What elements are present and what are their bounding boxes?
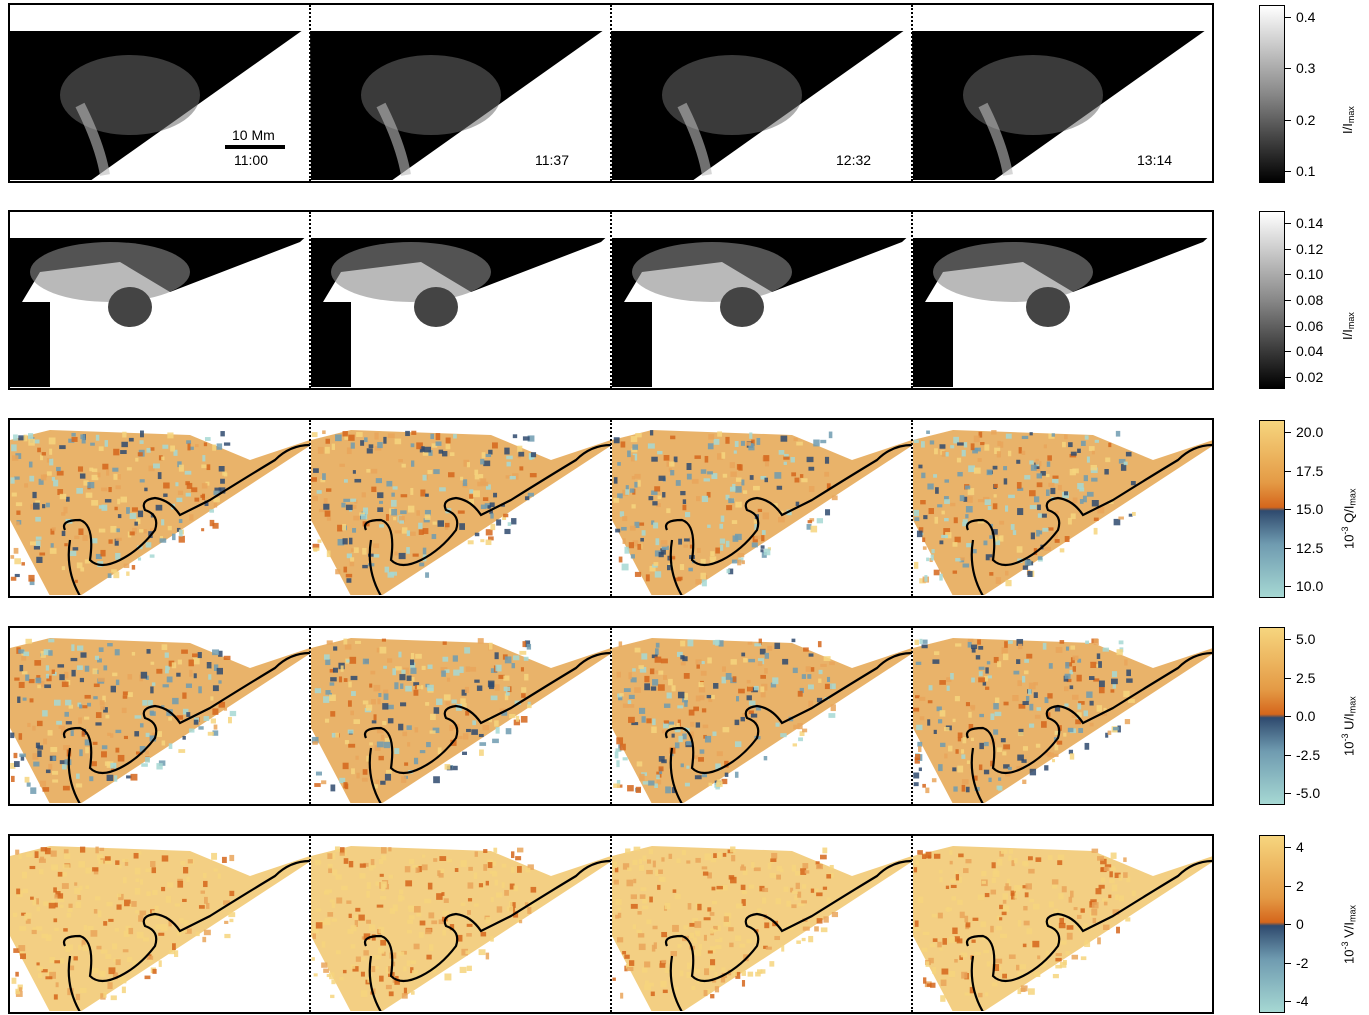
colorbar-tick-label: 0 — [1296, 916, 1304, 932]
colorbar-stokes-v — [1259, 835, 1285, 1013]
colorbar-tick-label: 0.02 — [1296, 369, 1324, 385]
colorbar-tick-label: 10.0 — [1296, 578, 1324, 594]
colorbar-tick — [1285, 677, 1291, 679]
colorbar-tick — [1285, 639, 1291, 640]
colorbar-tick — [1285, 223, 1291, 224]
colorbar-tick-label: 0.10 — [1296, 266, 1324, 283]
scale-bar — [225, 145, 285, 149]
timestamp-3: 12:32 — [836, 152, 872, 168]
panel-images-stokes-q — [10, 420, 1212, 595]
colorbar-intensity-wide — [1259, 5, 1285, 183]
colorbar-tick — [1285, 432, 1291, 433]
colorbar-tick — [1285, 962, 1291, 964]
colorbar-tick — [1285, 377, 1291, 378]
colorbar-tick-label: 0.4 — [1296, 9, 1316, 25]
panel-separator — [610, 212, 612, 388]
colorbar-label-stokes-v: 10-3 V/Imax — [1340, 904, 1358, 964]
colorbar-tick-label: 0.2 — [1296, 111, 1316, 128]
panel-row-stokes-v — [8, 834, 1214, 1014]
colorbar-tick — [1285, 68, 1291, 70]
panel-separator — [911, 420, 913, 596]
colorbar-tick — [1285, 119, 1291, 121]
colorbar-tick — [1285, 754, 1291, 756]
panel-separator — [911, 212, 913, 388]
panel-images-stokes-u — [10, 628, 1212, 803]
colorbar-label-stokes-q: 10-3 Q/Imax — [1340, 488, 1358, 549]
timestamp-2: 11:37 — [535, 152, 569, 168]
colorbar-tick-label: 4 — [1296, 839, 1304, 855]
panel-row-stokes-q — [8, 418, 1214, 598]
colorbar-tick — [1285, 793, 1291, 794]
panel-row-intensity-wide — [8, 3, 1214, 183]
panel-separator — [309, 628, 311, 804]
colorbar-tick — [1285, 509, 1291, 510]
colorbar-tick-label: 20.0 — [1296, 424, 1324, 440]
panel-images-intensity-narrow — [10, 212, 1212, 387]
panel-images-intensity-wide — [10, 5, 1212, 180]
colorbar-tick — [1285, 17, 1291, 18]
colorbar-tick — [1285, 716, 1291, 717]
colorbar-tick-label: 5.0 — [1296, 631, 1316, 647]
colorbar-tick-label: 2.5 — [1296, 669, 1316, 686]
panel-separator — [309, 420, 311, 596]
colorbar-tick-label: -2.5 — [1296, 746, 1321, 763]
colorbar-tick-label: 0.08 — [1296, 292, 1324, 308]
colorbar-tick-label: 15.0 — [1296, 501, 1324, 517]
colorbar-tick-label: 0.12 — [1296, 240, 1324, 257]
colorbar-label-intensity-narrow: I/Imax — [1340, 312, 1356, 340]
colorbar-tick — [1285, 300, 1291, 301]
timestamp-1: 11:00 — [234, 152, 268, 168]
colorbar-tick-label: 17.5 — [1296, 462, 1324, 479]
panel-separator — [309, 836, 311, 1012]
panel-separator — [911, 836, 913, 1012]
colorbar-stokes-q — [1259, 420, 1285, 598]
colorbar-tick — [1285, 274, 1291, 276]
colorbar-tick-label: 0.0 — [1296, 708, 1316, 724]
colorbar-tick-label: 0.14 — [1296, 215, 1324, 231]
colorbar-intensity-narrow — [1259, 211, 1285, 389]
colorbar-tick — [1285, 248, 1291, 250]
timestamp-4: 13:14 — [1137, 152, 1173, 168]
colorbar-tick — [1285, 885, 1291, 887]
panel-separator — [911, 628, 913, 804]
colorbar-tick-label: 12.5 — [1296, 539, 1324, 556]
colorbar-tick — [1285, 171, 1291, 172]
panel-row-intensity-narrow — [8, 210, 1214, 390]
colorbar-tick — [1285, 547, 1291, 549]
colorbar-tick-label: 0.3 — [1296, 60, 1316, 77]
colorbar-tick — [1285, 470, 1291, 472]
colorbar-tick-label: 0.1 — [1296, 163, 1316, 179]
colorbar-tick — [1285, 351, 1291, 353]
colorbar-tick-label: -2 — [1296, 954, 1309, 971]
scale-bar-label: 10 Mm — [232, 127, 275, 143]
panel-separator — [309, 212, 311, 388]
colorbar-tick — [1285, 924, 1291, 925]
panel-separator — [610, 836, 612, 1012]
panel-separator — [309, 5, 311, 181]
colorbar-tick-label: 2 — [1296, 877, 1304, 894]
colorbar-tick-label: -5.0 — [1296, 785, 1321, 801]
colorbar-label-intensity-wide: I/Imax — [1340, 106, 1356, 134]
panel-separator — [610, 420, 612, 596]
colorbar-tick-label: 0.04 — [1296, 343, 1324, 360]
colorbar-tick — [1285, 325, 1291, 327]
panel-separator — [610, 5, 612, 181]
panel-separator — [911, 5, 913, 181]
panel-images-stokes-v — [10, 836, 1212, 1011]
colorbar-tick-label: 0.06 — [1296, 317, 1324, 334]
colorbar-tick — [1285, 586, 1291, 587]
colorbar-tick-label: -4 — [1296, 993, 1309, 1009]
panel-separator — [610, 628, 612, 804]
colorbar-label-stokes-u: 10-3 U/Imax — [1340, 696, 1358, 756]
colorbar-tick — [1285, 847, 1291, 848]
panel-row-stokes-u — [8, 626, 1214, 806]
colorbar-tick — [1285, 1001, 1291, 1002]
colorbar-stokes-u — [1259, 627, 1285, 805]
